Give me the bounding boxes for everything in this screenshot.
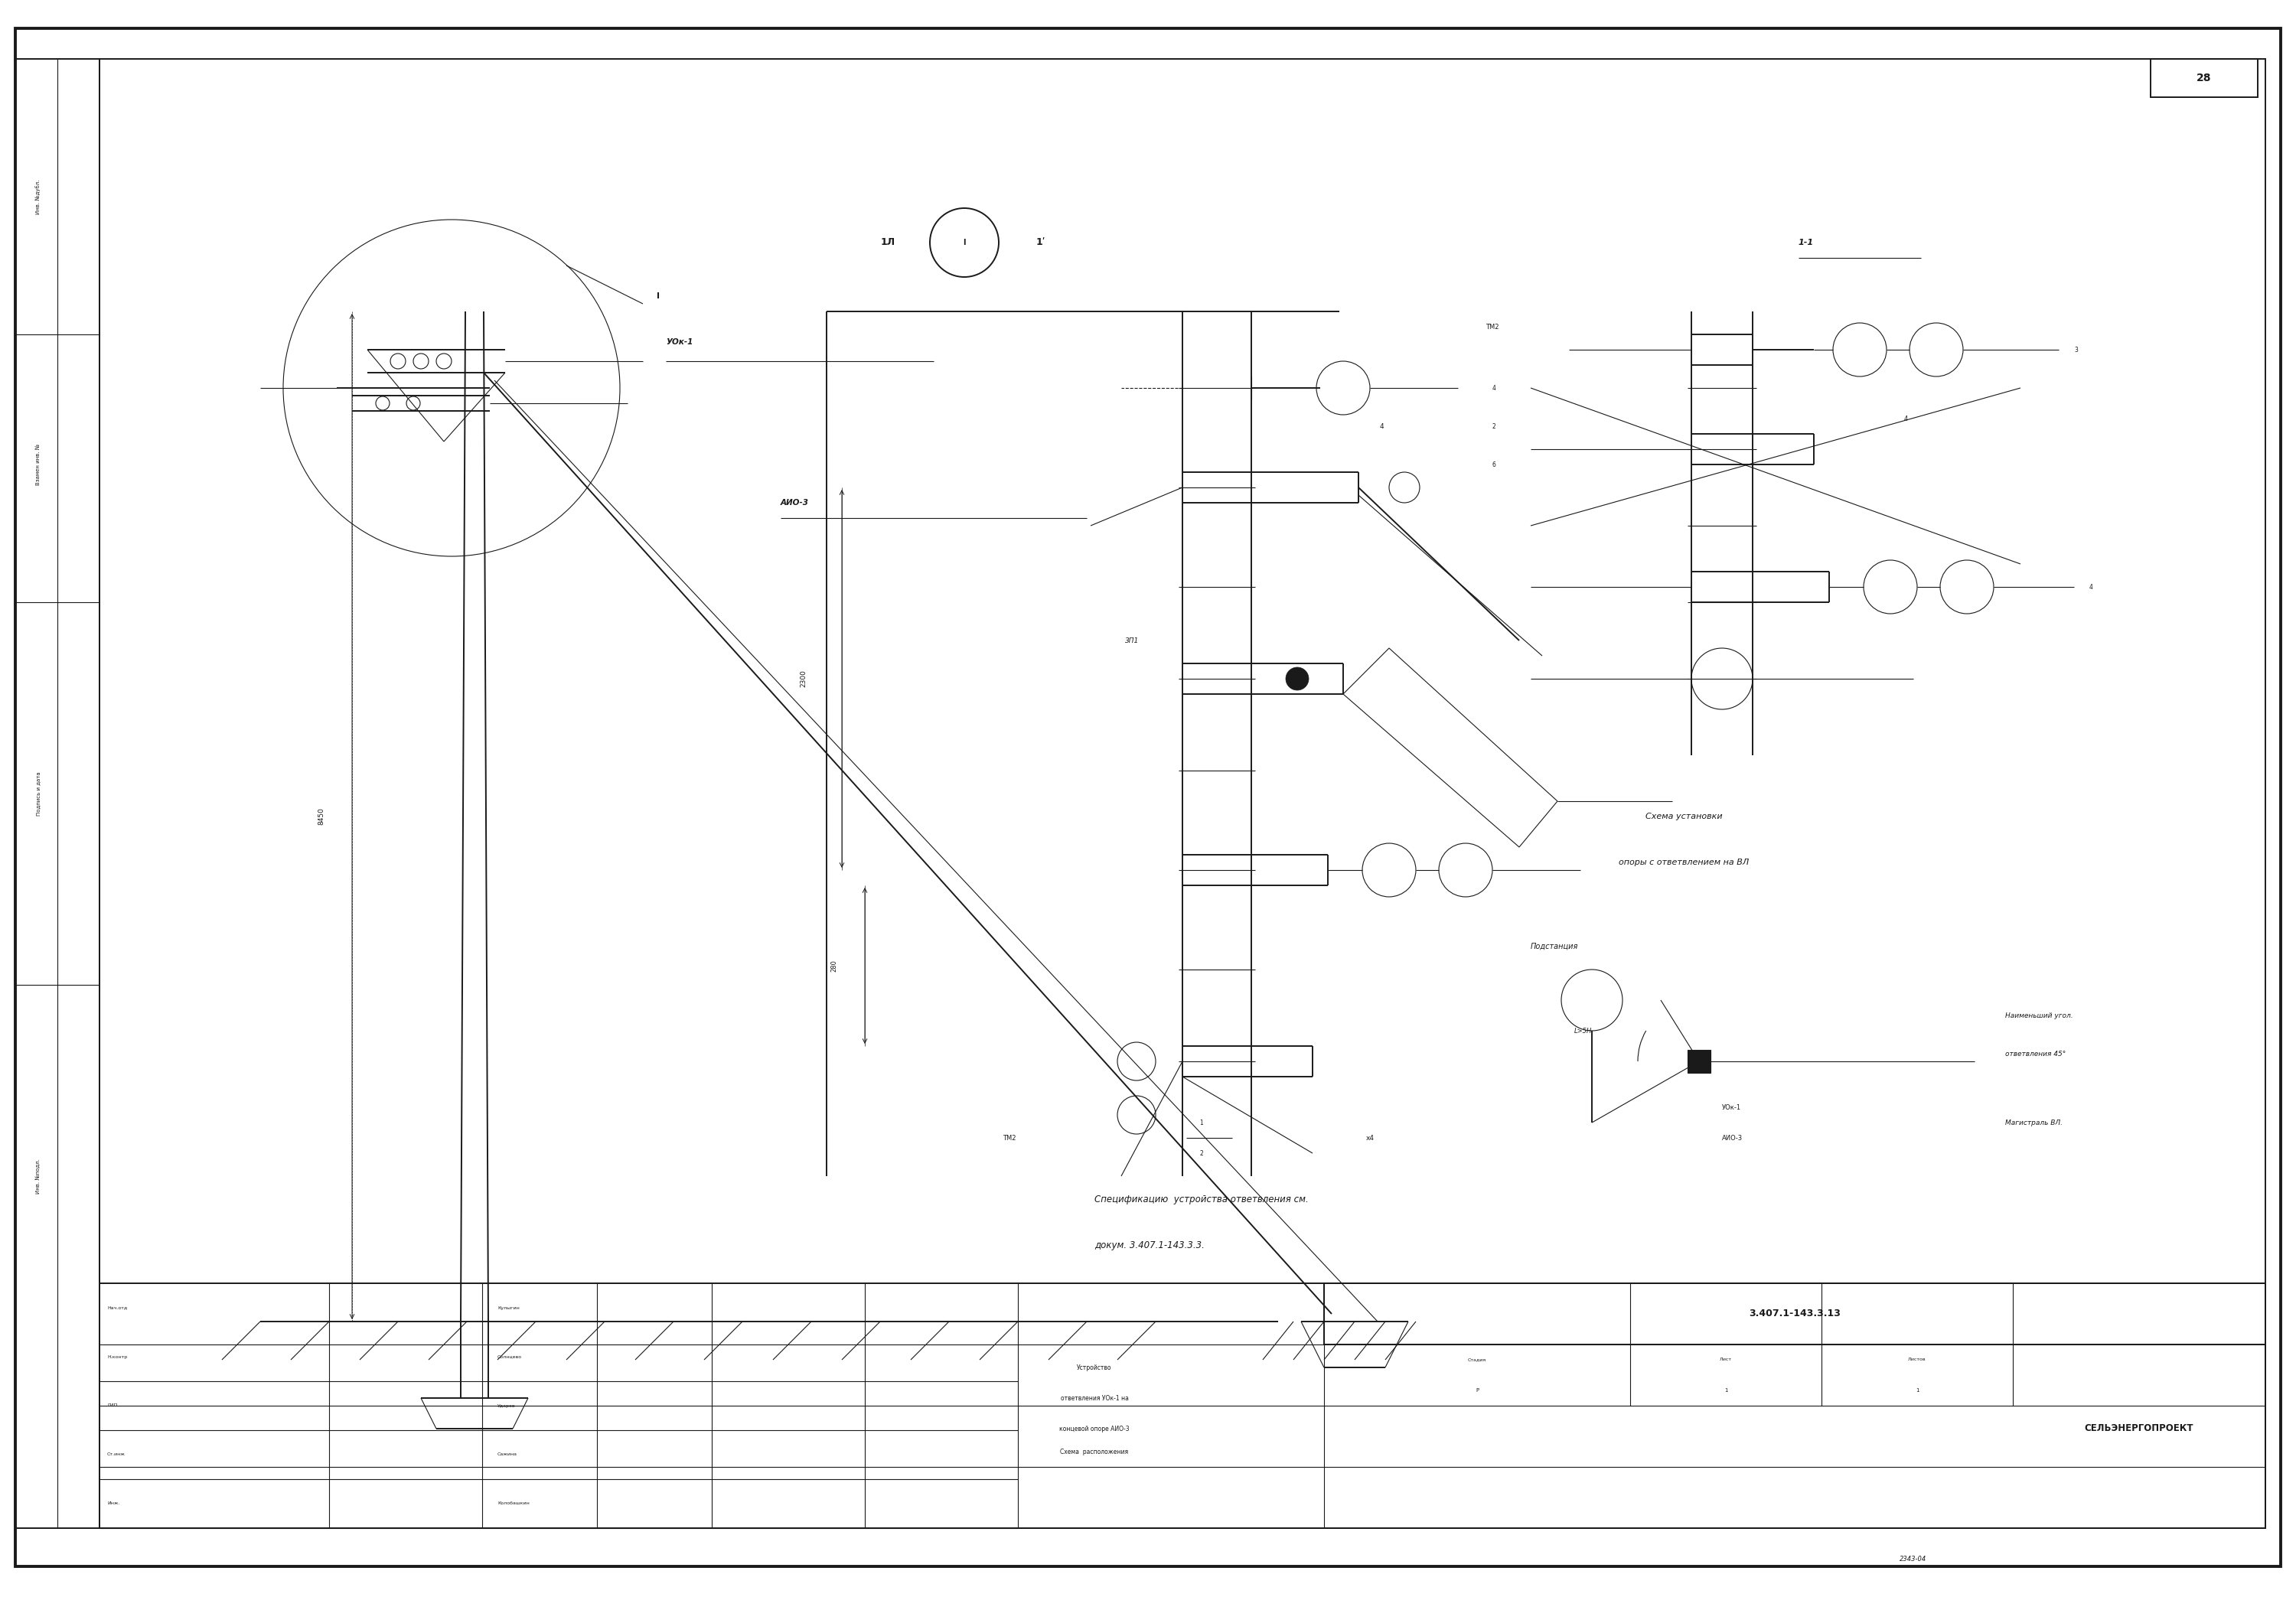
Text: 3: 3	[2073, 347, 2078, 353]
Text: ТМ2: ТМ2	[1003, 1134, 1015, 1142]
Text: ответвления УОк-1 на: ответвления УОк-1 на	[1061, 1394, 1127, 1402]
Text: опоры с ответвлением на ВЛ: опоры с ответвлением на ВЛ	[1619, 859, 1750, 866]
Text: Устройство: Устройство	[1077, 1364, 1111, 1370]
Text: УОк-1: УОк-1	[1722, 1104, 1740, 1110]
Text: Лист: Лист	[1720, 1357, 1731, 1362]
Text: Схема  расположения: Схема расположения	[1061, 1448, 1130, 1455]
Text: 1: 1	[1201, 1119, 1203, 1126]
Text: Инв. №подл.: Инв. №подл.	[37, 1158, 41, 1193]
Bar	[16, 59, 99, 1528]
Text: Взамен инв. №: Взамен инв. №	[37, 444, 41, 485]
Text: 2: 2	[1492, 423, 1497, 430]
Text: концевой опоре АИО-3: концевой опоре АИО-3	[1058, 1425, 1130, 1433]
Text: АИО-3: АИО-3	[781, 498, 808, 506]
Text: ТМ2: ТМ2	[1486, 323, 1499, 331]
Text: Схема установки: Схема установки	[1646, 813, 1722, 821]
Text: Сажина: Сажина	[498, 1453, 517, 1456]
Text: 1ʹ: 1ʹ	[1035, 238, 1045, 248]
Text: 2300: 2300	[799, 671, 808, 687]
Text: 4: 4	[2089, 583, 2094, 591]
Text: Кулыгин: Кулыгин	[498, 1306, 519, 1310]
Text: Спецификацию  устройства ответвления см.: Спецификацию устройства ответвления см.	[1095, 1195, 1309, 1204]
Text: Ст.инж: Ст.инж	[108, 1453, 126, 1456]
Text: 28: 28	[2197, 73, 2211, 83]
Text: Подпись и дата: Подпись и дата	[37, 771, 41, 816]
Text: Стадия: Стадия	[1467, 1357, 1486, 1362]
Circle shape	[1286, 668, 1309, 690]
Text: Н.контр: Н.контр	[108, 1354, 126, 1359]
Bar	[99, 1284, 2266, 1528]
Bar	[1325, 1284, 2266, 1345]
Text: Р: Р	[1476, 1388, 1479, 1393]
Text: 2343-04: 2343-04	[1899, 1555, 1926, 1562]
Text: Инж.: Инж.	[108, 1501, 119, 1506]
Text: I: I	[962, 238, 967, 246]
Text: 1Л: 1Л	[879, 238, 895, 248]
Text: х4: х4	[1366, 1134, 1373, 1142]
Text: 3П1: 3П1	[1125, 637, 1139, 644]
Text: Ударов: Ударов	[498, 1404, 517, 1407]
Text: L>5H: L>5H	[1575, 1027, 1591, 1035]
Text: 4: 4	[1903, 415, 1908, 422]
Text: ГИП: ГИП	[108, 1404, 117, 1407]
Text: Наименьший угол.: Наименьший угол.	[2004, 1012, 2073, 1019]
Text: 4: 4	[1492, 385, 1497, 391]
Text: АИО-3: АИО-3	[1722, 1134, 1743, 1142]
Text: докум. 3.407.1-143.3.3.: докум. 3.407.1-143.3.3.	[1095, 1239, 1205, 1250]
Text: 280: 280	[831, 960, 838, 971]
Text: I: I	[657, 292, 659, 300]
Text: Подстанция: Подстанция	[1531, 942, 1577, 950]
Text: Нач.отд: Нач.отд	[108, 1306, 126, 1310]
Text: УОк-1: УОк-1	[666, 339, 693, 347]
Text: 4: 4	[1380, 423, 1384, 430]
Text: Инв. №дубл.: Инв. №дубл.	[37, 179, 41, 214]
Text: ответвления 45°: ответвления 45°	[2004, 1051, 2066, 1057]
Text: Солнцево: Солнцево	[498, 1354, 521, 1359]
Text: 1: 1	[1724, 1388, 1727, 1393]
Bar	[2151, 59, 2257, 97]
Text: 3.407.1-143.3.13: 3.407.1-143.3.13	[1750, 1310, 1841, 1319]
Text: СЕЛЬЭНЕРГОПРОЕКТ: СЕЛЬЭНЕРГОПРОЕКТ	[2085, 1423, 2193, 1434]
Text: Колобашкин: Колобашкин	[498, 1501, 530, 1506]
Text: 1-1: 1-1	[1798, 238, 1814, 246]
Text: 8450: 8450	[317, 808, 326, 826]
Text: Листов: Листов	[1908, 1357, 1926, 1362]
Text: Магистраль ВЛ.: Магистраль ВЛ.	[2004, 1119, 2062, 1126]
Text: 1: 1	[1915, 1388, 1919, 1393]
Text: 2: 2	[1201, 1150, 1203, 1156]
Text: 6: 6	[1492, 462, 1497, 468]
Bar	[1688, 1049, 1711, 1073]
